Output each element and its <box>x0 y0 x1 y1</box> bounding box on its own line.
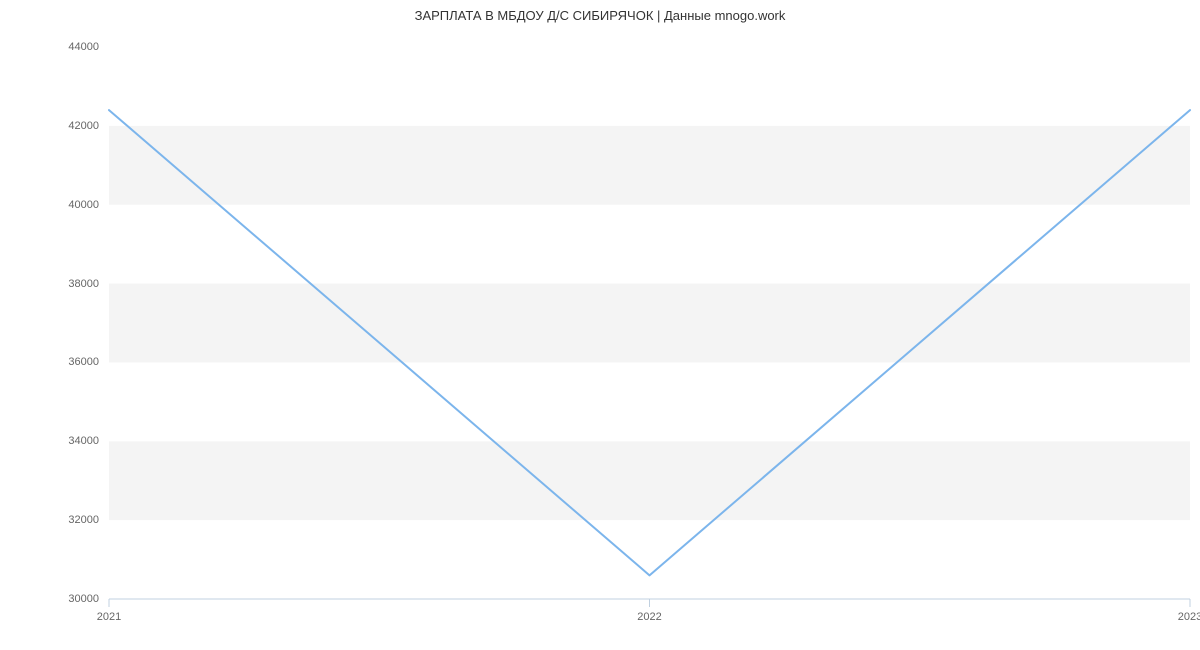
y-tick-label: 38000 <box>0 278 99 290</box>
salary-line-chart: ЗАРПЛАТА В МБДОУ Д/С СИБИРЯЧОК | Данные … <box>0 0 1200 650</box>
x-tick-label: 2021 <box>97 611 121 623</box>
y-tick-label: 32000 <box>0 514 99 526</box>
y-tick-label: 42000 <box>0 120 99 132</box>
x-tick-label: 2022 <box>637 611 661 623</box>
y-tick-label: 30000 <box>0 593 99 605</box>
x-tick-label: 2023 <box>1178 611 1200 623</box>
y-tick-label: 36000 <box>0 356 99 368</box>
chart-plot-area <box>0 0 1200 650</box>
y-tick-label: 40000 <box>0 199 99 211</box>
chart-title: ЗАРПЛАТА В МБДОУ Д/С СИБИРЯЧОК | Данные … <box>0 8 1200 23</box>
y-tick-label: 34000 <box>0 435 99 447</box>
y-tick-label: 44000 <box>0 41 99 53</box>
